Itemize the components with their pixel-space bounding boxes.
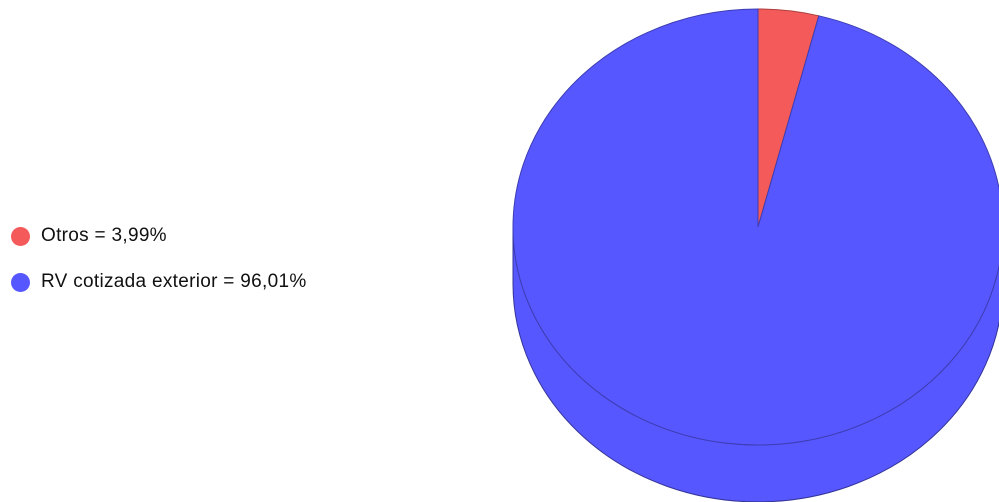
legend-item-otros: Otros = 3,99%	[11, 224, 491, 248]
chart-legend: Otros = 3,99% RV cotizada exterior = 96,…	[11, 224, 491, 294]
legend-marker-otros	[11, 226, 30, 246]
legend-item-rv-cotizada-exterior: RV cotizada exterior = 96,01%	[11, 270, 491, 294]
legend-label-rv-cotizada-exterior: RV cotizada exterior = 96,01%	[41, 271, 307, 292]
legend-marker-rv-cotizada-exterior	[11, 272, 30, 292]
pie-slice-rv-cotizada-exterior	[512, 8, 999, 446]
legend-label-otros: Otros = 3,99%	[41, 225, 167, 246]
